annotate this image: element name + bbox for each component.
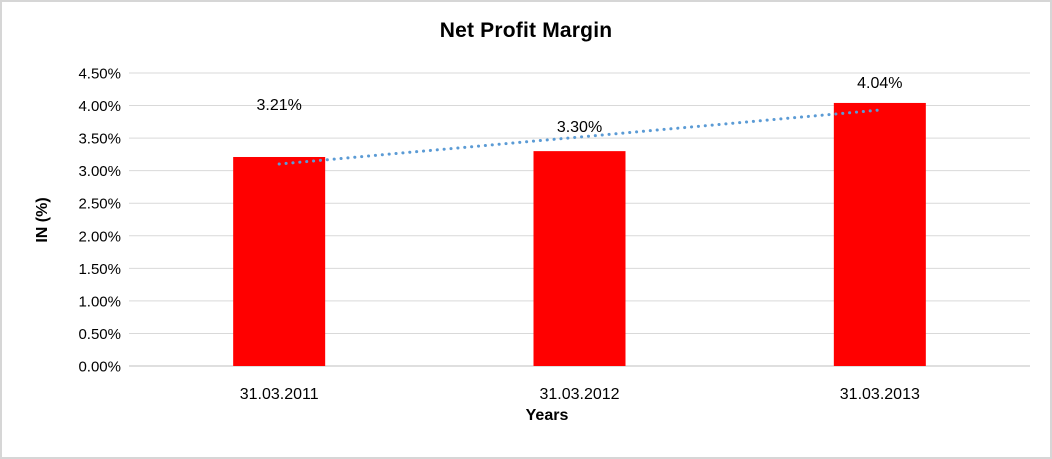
data-label: 3.30%: [557, 119, 602, 136]
y-tick-label: 1.00%: [78, 293, 121, 310]
x-category-label: 31.03.2012: [539, 386, 619, 403]
y-tick-label: 4.50%: [78, 66, 121, 83]
y-tick-label: 1.50%: [78, 261, 121, 278]
y-tick-label: 2.00%: [78, 228, 121, 245]
y-tick-label: 3.50%: [78, 131, 121, 148]
y-tick-label: 3.00%: [78, 163, 121, 180]
y-tick-label: 0.00%: [78, 359, 121, 376]
data-label: 4.04%: [857, 75, 902, 92]
y-tick-label: 4.00%: [78, 98, 121, 115]
y-tick-label: 0.50%: [78, 326, 121, 343]
bar: [233, 156, 326, 366]
x-axis-title: Years: [525, 407, 569, 424]
y-axis-title: IN (%): [34, 197, 51, 243]
x-category-label: 31.03.2013: [840, 386, 920, 403]
trendline: [277, 108, 882, 166]
data-label: 3.21%: [256, 97, 301, 114]
bar: [833, 102, 926, 366]
x-category-label: 31.03.2011: [240, 386, 319, 403]
chart-title: Net Profit Margin: [439, 19, 613, 42]
y-tick-label: 2.50%: [78, 196, 121, 213]
bar: [533, 151, 626, 366]
